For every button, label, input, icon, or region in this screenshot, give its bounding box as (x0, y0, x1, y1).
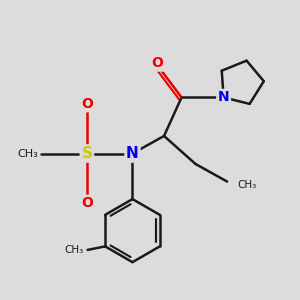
Text: O: O (81, 196, 93, 210)
Text: N: N (126, 146, 139, 161)
Text: CH₃: CH₃ (237, 180, 256, 190)
Text: O: O (81, 97, 93, 111)
Text: N: N (218, 90, 230, 104)
Text: S: S (81, 146, 92, 161)
Text: CH₃: CH₃ (17, 148, 38, 158)
Text: O: O (151, 56, 163, 70)
Text: CH₃: CH₃ (64, 245, 83, 255)
